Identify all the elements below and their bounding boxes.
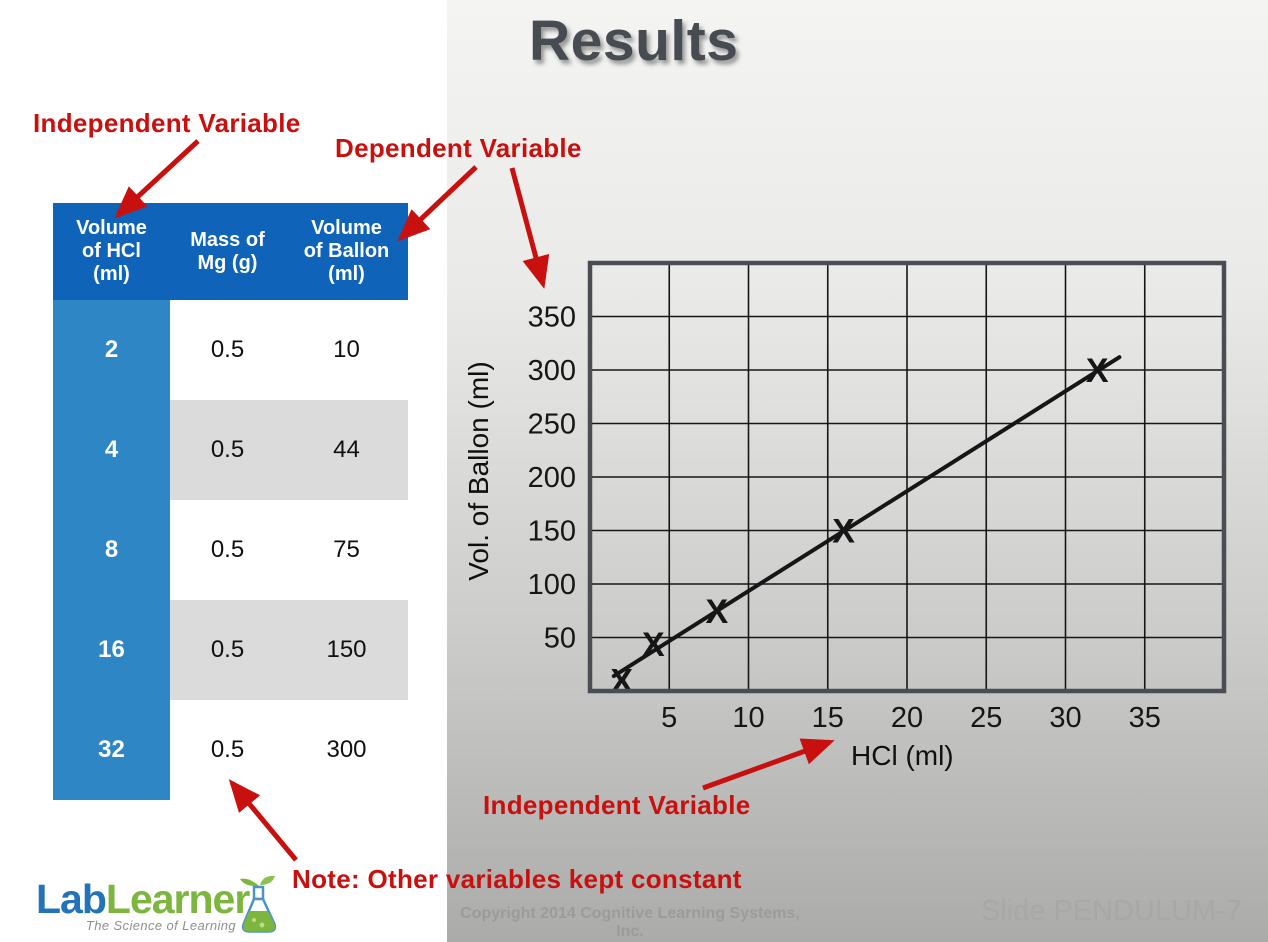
table-cell-mg: 0.5 <box>170 600 285 700</box>
flask-liquid <box>243 911 275 932</box>
slide-number-label: Slide PENDULUM-7 <box>980 895 1242 927</box>
copyright-text: Copyright 2014 Cognitive Learning System… <box>460 905 800 940</box>
table-header-volume-hcl: Volume of HCl (ml) <box>76 217 147 285</box>
annotation-note-constant: Note: Other variables kept constant <box>292 864 742 894</box>
table-cell-balloon: 300 <box>285 700 408 800</box>
table-cell-balloon: 75 <box>285 500 408 600</box>
table-cell-balloon: 44 <box>285 400 408 500</box>
flask-bubble <box>259 922 265 928</box>
table-cell-balloon: 150 <box>285 600 408 700</box>
logo-learner-text: Learner <box>105 876 250 922</box>
flask-bubble <box>252 918 256 922</box>
annotation-dependent-variable: Dependent Variable <box>335 133 582 163</box>
annotation-independent-variable-bottom: Independent Variable <box>483 790 751 820</box>
table-row: 32 0.5 300 <box>53 700 408 800</box>
logo-wordmark: LabLearner <box>36 879 250 920</box>
y-axis-title: Vol. of Ballon (ml) <box>463 361 494 581</box>
results-table: Volume of HCl (ml) Mass of Mg (g) Volume… <box>53 203 408 800</box>
flask-icon <box>240 875 277 933</box>
flask-leaf-left <box>240 878 259 887</box>
table-cell-hcl: 4 <box>53 400 170 500</box>
table-cell-mg: 0.5 <box>170 700 285 800</box>
logo-lab-text: Lab <box>36 876 107 922</box>
table-cell-mg: 0.5 <box>170 300 285 400</box>
table-row: 4 0.5 44 <box>53 400 408 500</box>
table-cell-balloon: 10 <box>285 300 408 400</box>
flask-neck <box>252 885 265 901</box>
table-cell-hcl: 16 <box>53 600 170 700</box>
page-title: Results <box>529 9 739 73</box>
x-axis-title: HCl (ml) <box>851 740 954 771</box>
table-cell-hcl: 8 <box>53 500 170 600</box>
logo-tagline: The Science of Learning <box>85 918 236 933</box>
table-header-mass-mg: Mass of Mg (g) <box>190 228 265 274</box>
table-cell-hcl: 2 <box>53 300 170 400</box>
table-header-volume-balloon: Volume of Ballon (ml) <box>303 217 390 285</box>
table-header-row: Volume of HCl (ml) Mass of Mg (g) Volume… <box>53 203 408 300</box>
table-cell-hcl: 32 <box>53 700 170 800</box>
table-row: 8 0.5 75 <box>53 500 408 600</box>
annotation-independent-variable-top: Independent Variable <box>33 108 301 138</box>
table-cell-mg: 0.5 <box>170 500 285 600</box>
flask-leaf-right <box>260 875 275 885</box>
table-row: 16 0.5 150 <box>53 600 408 700</box>
table-cell-mg: 0.5 <box>170 400 285 500</box>
table-row: 2 0.5 10 <box>53 300 408 400</box>
lablearner-logo: LabLearner The Science of Learning <box>36 875 277 933</box>
